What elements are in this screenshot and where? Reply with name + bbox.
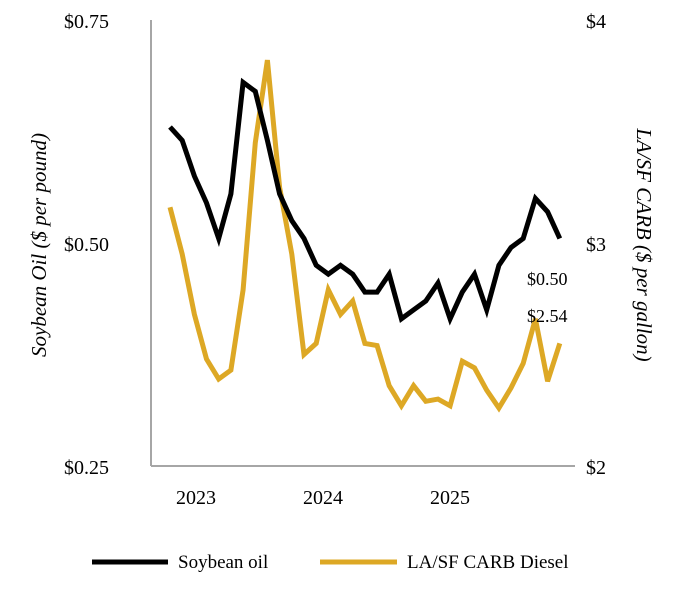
right-tick-label: $4 — [586, 11, 606, 33]
x-tick-label: 2024 — [303, 487, 343, 509]
series-line-soybean-oil — [168, 77, 563, 326]
legend: Soybean oil LA/SF CARB Diesel — [92, 552, 569, 573]
x-tick-label: 2023 — [176, 487, 216, 509]
diesel-end-label: $2.54 — [527, 306, 568, 326]
soybean-end-label: $0.50 — [527, 269, 568, 289]
right-axis-title: LA/SF CARB ($ per gallon) — [632, 127, 656, 361]
right-tick-label: $2 — [586, 457, 606, 479]
legend-label-carb-diesel: LA/SF CARB Diesel — [407, 552, 569, 573]
left-tick-label: $0.25 — [64, 457, 109, 479]
right-tick-label: $3 — [586, 234, 606, 256]
left-tick-label: $0.50 — [64, 234, 109, 256]
x-tick-label: 2025 — [430, 487, 470, 509]
series-line-carb-diesel — [167, 59, 563, 413]
left-tick-label: $0.75 — [64, 11, 109, 33]
left-axis-title: Soybean Oil ($ per pound) — [27, 133, 51, 357]
legend-label-soybean-oil: Soybean oil — [178, 552, 268, 573]
